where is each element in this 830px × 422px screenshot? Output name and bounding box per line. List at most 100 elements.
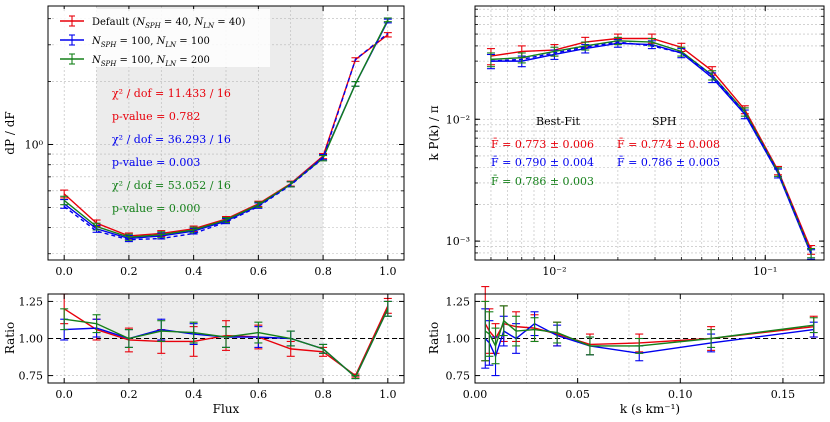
flux-ratio-series-n-sph-100-n-ln-200-errorbar (60, 308, 69, 331)
fit-pvalue-default: p-value = 0.782 (112, 110, 200, 123)
flux-ratio-series-n-sph-100-n-ln-200-errorbar (124, 329, 133, 348)
flux-ratio-xlabel: Flux (213, 402, 240, 416)
flux-pdf-xtick-label: 0.2 (120, 265, 138, 278)
k-ratio-series-n-sph-100-n-ln-200-errorbar (707, 329, 716, 348)
flux-ratio-xtick-label: 1.0 (379, 388, 397, 401)
flux-ratio-series-n-sph-100-n-ln-200-errorbar (351, 375, 360, 380)
table-default-bestfit: F̄ = 0.773 ± 0.006 (491, 138, 594, 151)
power-spectrum-series-n-sph-100-n-ln-200-errorbar (486, 52, 495, 68)
k-ratio-xtick-label: 0.10 (668, 388, 693, 401)
power-spectrum-series-n-sph-100-n-ln-200-errorbar (613, 36, 622, 46)
k-ratio-panel: 0.00 0.05 0.10 0.15 0.75 1.00 1.25 Ratio k (s … (427, 286, 825, 416)
table-nln100-sph: F̄ = 0.786 ± 0.005 (617, 156, 720, 169)
flux-pdf-axes-frame (47, 5, 405, 261)
flux-ratio-series-n-sph-100-n-ln-200-errorbar (92, 314, 101, 334)
flux-pdf-series-n-sph-100-n-ln-200-errorbar (157, 231, 166, 239)
table-nln200-bestfit: F̄ = 0.786 ± 0.003 (491, 175, 594, 188)
k-ratio-ylabel: Ratio (427, 322, 441, 354)
flux-ratio-ytick-label: 1.25 (19, 295, 44, 308)
legend-handle-1 (60, 34, 84, 46)
table-header-sph: SPH (652, 115, 677, 128)
k-ratio-ytick-label: 1.00 (446, 333, 471, 346)
power-spectrum-panel: 10⁻² 10⁻¹ 10⁻³ 10⁻² k P(k) / π Best-Fit SPH… (427, 5, 825, 278)
k-ratio-xlabel: k (s km⁻¹) (620, 402, 680, 416)
power-spectrum-series-n-sph-100-n-ln-200-errorbar (581, 41, 590, 51)
k-ratio-series-n-sph-100-n-ln-200-errorbar (530, 317, 539, 343)
legend-label-2: NSPH = 100, NLN = 200 (91, 55, 210, 68)
flux-ratio-xtick-label: 0.0 (55, 388, 73, 401)
legend-handle-2 (60, 53, 84, 65)
table-header-bestfit: Best-Fit (536, 115, 581, 128)
flux-ratio-xtick-label: 0.6 (250, 388, 268, 401)
fit-pvalue-nln200: p-value = 0.000 (112, 202, 200, 215)
k-ratio-xtick-label: 0.15 (771, 388, 796, 401)
k-ratio-series-n-sph-100-n-ln-200-errorbar (499, 305, 508, 337)
k-ratio-series-n-sph-100-n-ln-200-errorbar (491, 327, 500, 365)
fit-chi2-nln100: χ² / dof = 36.293 / 16 (112, 133, 231, 146)
flux-pdf-series-n-sph-100-n-ln-200-errorbar (351, 81, 360, 87)
k-ratio-xtick-label: 0.00 (463, 388, 488, 401)
flux-ratio-series-n-sph-100-n-ln-200-errorbar (286, 330, 295, 347)
power-spectrum-series-n-sph-100-n-ln-200-errorbar (550, 46, 559, 57)
k-ratio-series-n-sph-100-n-ln-200-errorbar (485, 311, 494, 357)
flux-pdf-series-n-sph-100-n-ln-200-errorbar (60, 195, 69, 206)
flux-ratio-ylabel: Ratio (3, 322, 17, 354)
k-ratio-series-n-sph-100-n-ln-200-errorbar (809, 317, 818, 334)
k-ratio-series-n-sph-100-n-ln-200-errorbar (481, 300, 490, 362)
power-spectrum-xtick-label: 10⁻¹ (753, 265, 777, 278)
legend-label-1: NSPH = 100, NLN = 100 (91, 36, 210, 49)
power-spectrum-ytick-label: 10⁻³ (446, 235, 470, 248)
table-default-sph: F̄ = 0.774 ± 0.008 (617, 138, 720, 151)
flux-ratio-series-n-sph-100-n-ln-200-errorbar (254, 321, 263, 344)
flux-pdf-xtick-label: 1.0 (379, 265, 397, 278)
flux-ratio-xtick-label: 0.4 (185, 388, 203, 401)
flux-pdf-xtick-label: 0.0 (55, 265, 73, 278)
power-spectrum-xtick-label: 10⁻² (542, 265, 566, 278)
power-spectrum-ylabel: k P(k) / π (427, 105, 441, 160)
flux-ratio-series-n-sph-100-n-ln-200-errorbar (319, 343, 328, 354)
flux-pdf-ylabel: dP / dF (3, 111, 17, 154)
flux-pdf-series-n-sph-100-n-ln-200-errorbar (124, 233, 133, 241)
mean-flux-table: Best-Fit SPH F̄ = 0.773 ± 0.006 F̄ = 0.7… (491, 115, 720, 188)
flux-pdf-fit-annotations: χ² / dof = 11.433 / 16 p-value = 0.782 χ… (112, 87, 231, 215)
flux-pdf-xtick-label: 0.4 (185, 265, 203, 278)
fit-chi2-nln200: χ² / dof = 53.052 / 16 (112, 179, 231, 192)
power-spectrum-series-n-sph-100-n-ln-200-errorbar (677, 46, 686, 57)
power-spectrum-axes-frame (474, 5, 825, 261)
k-ratio-xtick-label: 0.05 (565, 388, 590, 401)
flux-pdf-series-sph-line (63, 32, 389, 241)
flux-ratio-ytick-label: 1.00 (19, 333, 44, 346)
flux-ratio-series-n-sph-100-n-ln-200-errorbar (222, 326, 230, 348)
fit-pvalue-nln100: p-value = 0.003 (112, 156, 200, 169)
fit-chi2-default: χ² / dof = 11.433 / 16 (112, 87, 231, 100)
flux-ratio-panel: 0.0 0.2 0.4 0.6 0.8 1.0 0.75 1.00 1.25 Ratio Flu… (3, 293, 405, 416)
k-ratio-series-n-sph-100-n-ln-200-errorbar (512, 315, 521, 347)
power-spectrum-series-n-sph-100-n-ln-200-errorbar (740, 107, 749, 117)
flux-ratio-ytick-label: 0.75 (19, 370, 44, 383)
power-spectrum-series-sph-line (490, 41, 812, 254)
flux-pdf-panel: 0.0 0.2 0.4 0.6 0.8 1.0 10⁰ dP / dF Default (N… (3, 5, 405, 278)
table-nln100-bestfit: F̄ = 0.790 ± 0.004 (491, 156, 594, 169)
flux-ratio-series-n-sph-100-n-ln-200-errorbar (189, 321, 198, 344)
legend-label-0: Default (NSPH = 40, NLN = 40) (92, 17, 246, 30)
k-ratio-series-n-sph-100-n-ln-200-errorbar (585, 336, 594, 356)
flux-ratio-series-n-sph-100-n-ln-200-errorbar (157, 320, 166, 343)
legend-handle-0 (60, 15, 84, 27)
power-spectrum-series-n-sph-100-n-ln-200-errorbar (517, 52, 526, 64)
power-spectrum-ytick-label: 10⁻² (446, 113, 470, 126)
flux-ratio-xtick-label: 0.8 (314, 388, 332, 401)
k-ratio-series-n-sph-100-n-ln-200-errorbar (635, 337, 644, 354)
power-spectrum-series-n-sph-100-n-ln-200-errorbar (807, 247, 816, 259)
flux-ratio-series-n-sph-100-n-ln-200-errorbar (383, 300, 392, 317)
flux-pdf-series-default-n-sph-40-n-ln-40-errorbar (383, 32, 392, 38)
flux-pdf-ytick-label: 10⁰ (25, 138, 44, 151)
k-ratio-ytick-label: 0.75 (446, 370, 471, 383)
flux-ratio-xtick-label: 0.2 (120, 388, 138, 401)
flux-pdf-series-n-sph-100-n-ln-200-errorbar (383, 17, 392, 23)
k-ratio-series-n-sph-100-n-ln-200-errorbar (553, 321, 562, 344)
flux-pdf-xtick-label: 0.6 (250, 265, 268, 278)
flux-pdf-legend: Default (NSPH = 40, NLN = 40) NSPH = 100,… (54, 9, 270, 68)
flux-pdf-xtick-label: 0.8 (314, 265, 332, 278)
k-ratio-ytick-label: 1.25 (446, 295, 471, 308)
